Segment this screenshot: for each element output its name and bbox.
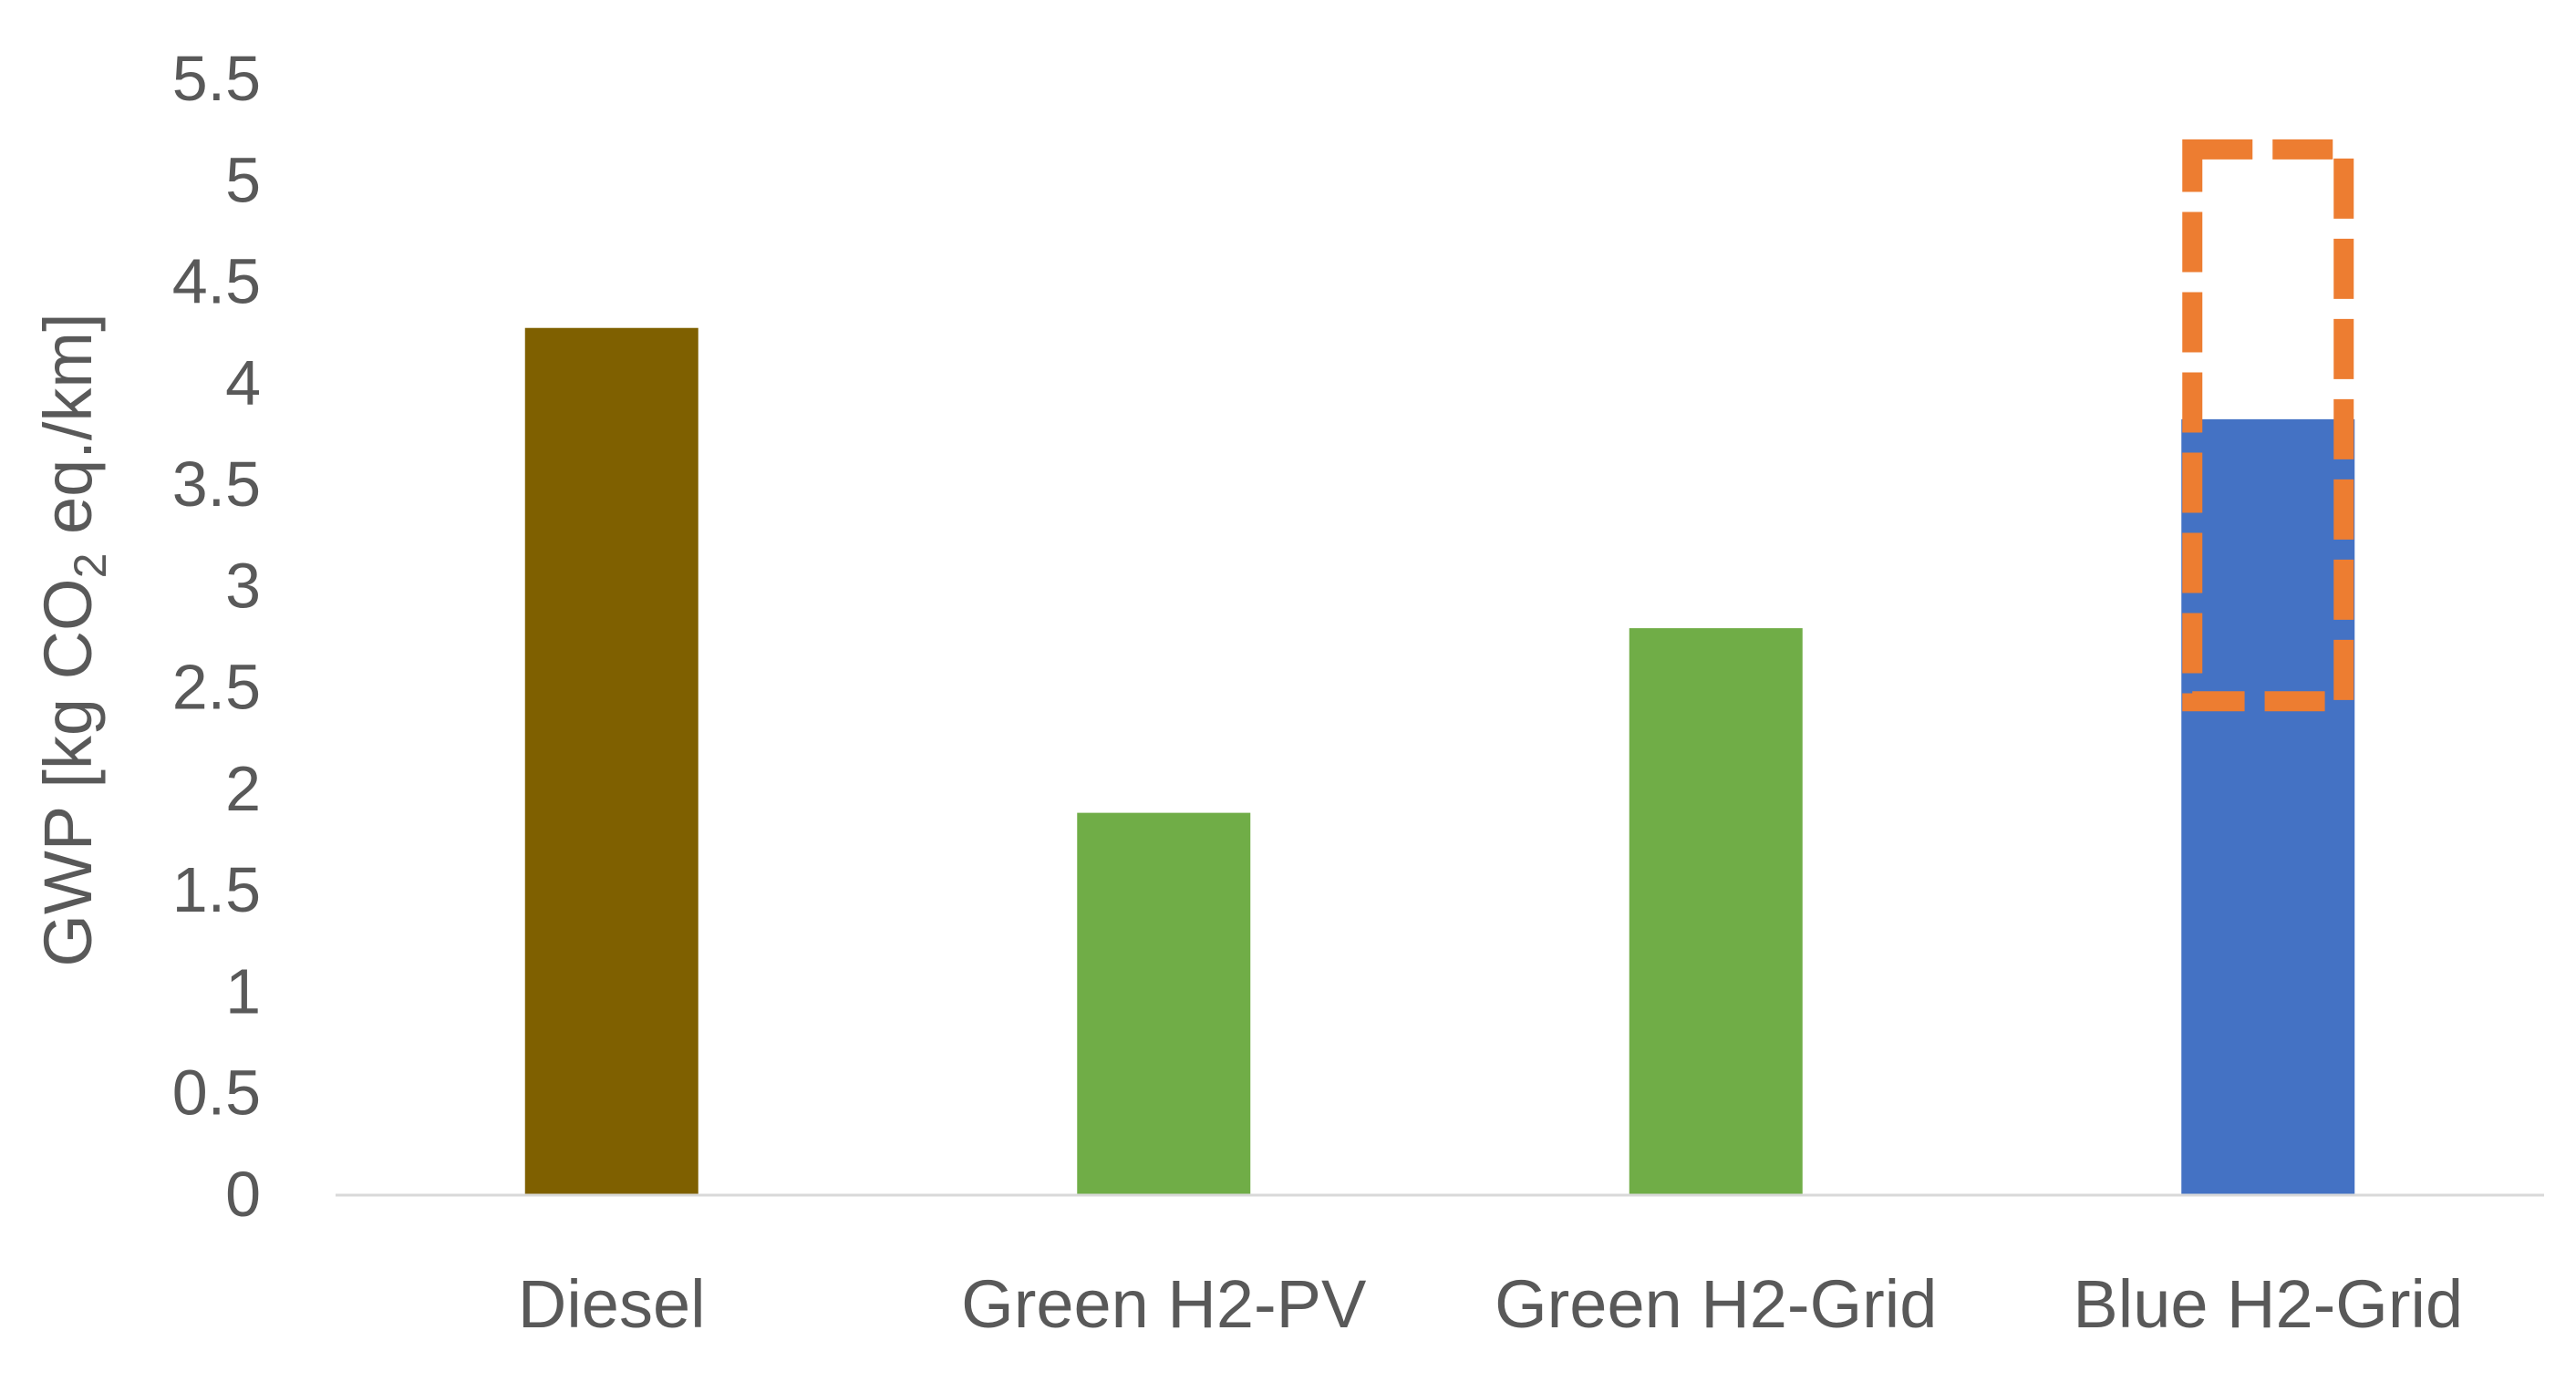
y-tick-label: 4 (225, 347, 261, 418)
x-tick-label: Blue H2-Grid (2073, 1266, 2463, 1342)
y-axis-label-prefix: GWP [kg CO (30, 578, 106, 966)
x-tick-label: Diesel (518, 1266, 706, 1342)
bar-green-h2-grid (1629, 628, 1803, 1194)
y-tick-labels: 0 0.5 1 1.5 2 2.5 3 3.5 4 4.5 5 5.5 (172, 43, 261, 1230)
x-tick-labels: Diesel Green H2-PV Green H2-Grid Blue H2-Gr… (518, 1266, 2463, 1342)
y-tick-label: 4.5 (172, 246, 261, 317)
y-axis-label-suffix: eq./km] (30, 313, 106, 552)
y-axis-label: GWP [kg CO2 eq./km] (30, 313, 116, 966)
y-tick-label: 1 (225, 955, 261, 1026)
bar-blue-h2-grid (2181, 418, 2355, 1195)
bar-green-h2-pv (1077, 812, 1251, 1194)
bars (524, 327, 2355, 1195)
x-tick-label: Green H2-Grid (1495, 1266, 1937, 1342)
y-tick-label: 3.5 (172, 449, 261, 520)
y-axis-label-subscript: 2 (65, 553, 116, 579)
y-tick-label: 2 (225, 753, 261, 824)
y-tick-label: 2.5 (172, 652, 261, 723)
x-tick-label: Green H2-PV (961, 1266, 1367, 1342)
y-tick-label: 1.5 (172, 854, 261, 925)
bar-diesel (524, 327, 698, 1194)
range-box (2182, 139, 2354, 712)
y-tick-label: 5.5 (172, 43, 261, 114)
y-tick-label: 0.5 (172, 1057, 261, 1129)
range-box-layer (2182, 139, 2354, 712)
y-tick-label: 5 (225, 144, 261, 215)
y-tick-label: 0 (225, 1159, 261, 1230)
y-tick-label: 3 (225, 550, 261, 621)
